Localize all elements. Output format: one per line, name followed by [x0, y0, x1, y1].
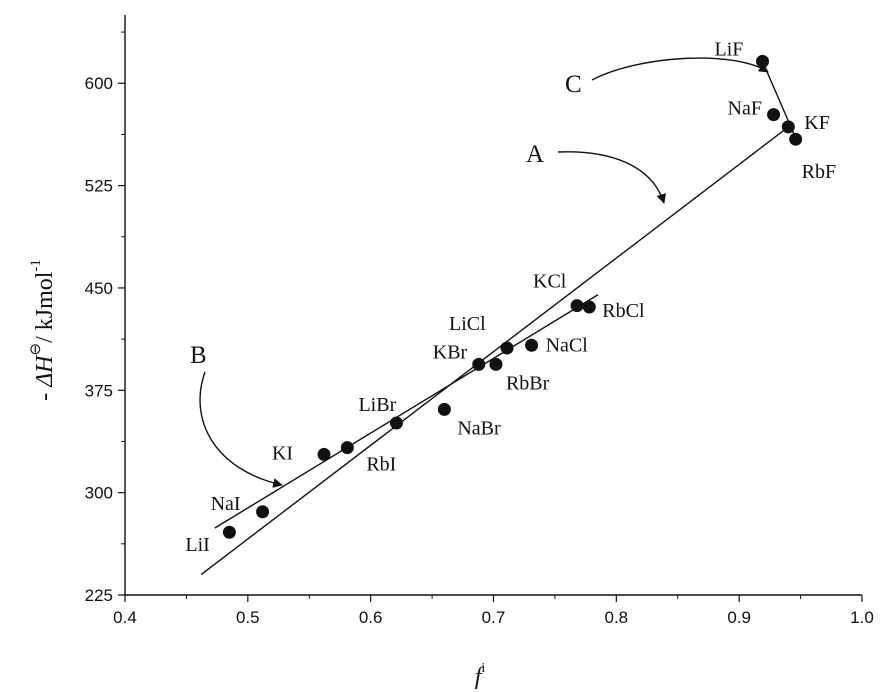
x-tick-label: 0.5: [236, 608, 260, 627]
y-tick-label: 225: [85, 586, 113, 605]
y-tick-label: 450: [85, 279, 113, 298]
y-tick-label: 375: [85, 381, 113, 400]
point-label-lif: LiF: [715, 38, 744, 60]
x-tick-label: 0.6: [359, 608, 383, 627]
point-label-kf: KF: [804, 112, 830, 134]
data-point-kbr: [472, 357, 486, 371]
data-point-nacl: [525, 338, 539, 352]
point-label-naf: NaF: [728, 98, 762, 120]
data-point-kcl: [570, 299, 584, 313]
annotation-arrow-b: [199, 371, 283, 488]
x-axis-title: fi: [475, 661, 486, 690]
data-point-lif: [756, 54, 770, 68]
data-point-rbi: [340, 441, 354, 455]
annotation-arrow-a: [557, 151, 667, 204]
data-point-nai: [256, 505, 270, 519]
data-points: [222, 54, 803, 539]
data-point-naf: [767, 108, 781, 122]
annotation-b: B: [190, 342, 207, 369]
data-point-kf: [781, 120, 795, 134]
fit-line-a: [200, 123, 793, 576]
point-label-nacl: NaCl: [546, 334, 589, 356]
annotation-a: A: [526, 141, 544, 168]
data-point-ki: [317, 447, 331, 461]
data-point-libr: [389, 416, 403, 430]
x-tick-label: 1.0: [850, 608, 874, 627]
data-point-rbcl: [582, 300, 596, 314]
data-point-rbbr: [489, 357, 503, 371]
x-tick-label: 0.7: [482, 608, 506, 627]
annotations: A B C: [190, 57, 769, 488]
point-label-rbi: RbI: [366, 454, 396, 476]
axis-ticks: 0.4 0.5 0.6 0.7 0.8 0.9 1.0 225 300 375 450 525 600: [85, 31, 874, 627]
point-label-kcl: KCl: [533, 271, 567, 293]
annotation-c: C: [565, 71, 582, 98]
y-tick-label: 525: [85, 177, 113, 196]
data-point-lii: [222, 525, 236, 539]
point-label-libr: LiBr: [358, 394, 396, 416]
point-label-nabr: NaBr: [457, 417, 501, 439]
point-label-rbbr: RbBr: [506, 372, 550, 394]
y-tick-label: 300: [85, 484, 113, 503]
x-tick-label: 0.4: [113, 608, 137, 627]
point-label-rbcl: RbCl: [602, 300, 645, 322]
fit-lines: [200, 61, 796, 576]
point-label-rbf: RbF: [802, 161, 836, 183]
data-point-nabr: [437, 402, 451, 416]
point-label-kbr: KBr: [433, 341, 468, 363]
x-tick-label: 0.9: [727, 608, 751, 627]
data-point-rbf: [789, 132, 803, 146]
y-axis-title: - ΔH⊖/ kJmol-1: [28, 259, 58, 401]
y-tick-label: 600: [85, 74, 113, 93]
point-label-nai: NaI: [211, 493, 241, 515]
point-label-licl: LiCl: [449, 313, 486, 335]
point-label-ki: KI: [272, 442, 293, 464]
x-tick-label: 0.8: [605, 608, 629, 627]
fit-line-b: [214, 294, 599, 529]
annotation-arrow-c: [591, 57, 769, 81]
point-label-lii: LiI: [185, 534, 209, 556]
data-point-licl: [500, 341, 514, 355]
